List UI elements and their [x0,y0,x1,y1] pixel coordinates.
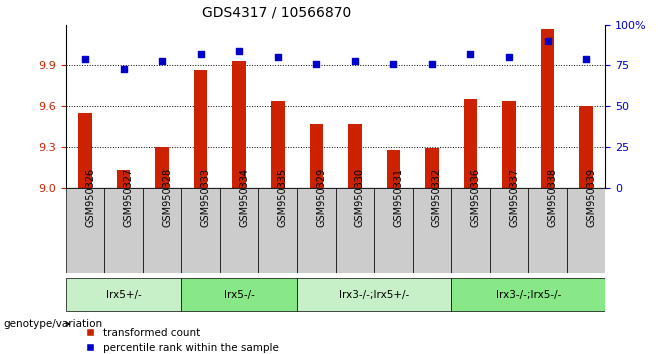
Point [426,61,437,67]
Legend: transformed count, percentile rank within the sample: transformed count, percentile rank withi… [82,324,283,354]
Text: GSM950328: GSM950328 [162,168,172,227]
FancyBboxPatch shape [297,188,336,273]
Point [388,61,399,67]
Text: GSM950335: GSM950335 [278,168,288,227]
Bar [425,148,439,188]
Point [157,58,167,63]
Text: lrx3-/-;lrx5+/-: lrx3-/-;lrx5+/- [339,290,409,300]
Text: GSM950338: GSM950338 [547,168,557,227]
Text: GSM950334: GSM950334 [240,168,249,227]
FancyBboxPatch shape [182,278,297,312]
FancyBboxPatch shape [182,188,220,273]
Bar [387,150,400,188]
FancyBboxPatch shape [143,188,182,273]
Point [234,48,245,54]
FancyBboxPatch shape [259,188,297,273]
Bar [78,113,92,188]
Text: GSM950336: GSM950336 [470,168,480,227]
FancyBboxPatch shape [374,188,413,273]
Point [118,66,129,72]
FancyBboxPatch shape [105,188,143,273]
Bar [155,147,169,188]
Text: GSM950329: GSM950329 [316,168,326,227]
Point [80,56,90,62]
Bar [117,170,130,188]
Point [195,51,206,57]
Text: GSM950337: GSM950337 [509,168,519,227]
FancyBboxPatch shape [528,188,567,273]
Bar [502,101,516,188]
Text: GSM950331: GSM950331 [393,168,403,227]
Text: lrx5+/-: lrx5+/- [106,290,141,300]
Bar [541,29,554,188]
Bar [232,62,246,188]
Point [465,51,476,57]
Text: GSM950333: GSM950333 [201,168,211,227]
Bar [271,101,284,188]
Text: GDS4317 / 10566870: GDS4317 / 10566870 [202,5,351,19]
Bar [309,124,323,188]
Text: GSM950330: GSM950330 [355,168,365,227]
Point [542,38,553,44]
FancyBboxPatch shape [66,278,182,312]
FancyBboxPatch shape [567,188,605,273]
FancyBboxPatch shape [220,188,259,273]
FancyBboxPatch shape [66,188,105,273]
Point [504,55,515,60]
Text: genotype/variation: genotype/variation [3,319,103,329]
Bar [348,124,362,188]
Point [581,56,592,62]
Text: GSM950332: GSM950332 [432,168,442,227]
Bar [579,106,593,188]
Point [349,58,360,63]
Point [311,61,322,67]
Bar [194,70,207,188]
Text: GSM950327: GSM950327 [124,168,134,227]
FancyBboxPatch shape [490,188,528,273]
Text: GSM950326: GSM950326 [85,168,95,227]
Text: lrx5-/-: lrx5-/- [224,290,255,300]
Bar [464,99,477,188]
Text: GSM950339: GSM950339 [586,168,596,227]
FancyBboxPatch shape [451,278,605,312]
Point [272,55,283,60]
Text: lrx3-/-;lrx5-/-: lrx3-/-;lrx5-/- [495,290,561,300]
FancyBboxPatch shape [336,188,374,273]
FancyBboxPatch shape [297,278,451,312]
FancyBboxPatch shape [413,188,451,273]
FancyBboxPatch shape [451,188,490,273]
